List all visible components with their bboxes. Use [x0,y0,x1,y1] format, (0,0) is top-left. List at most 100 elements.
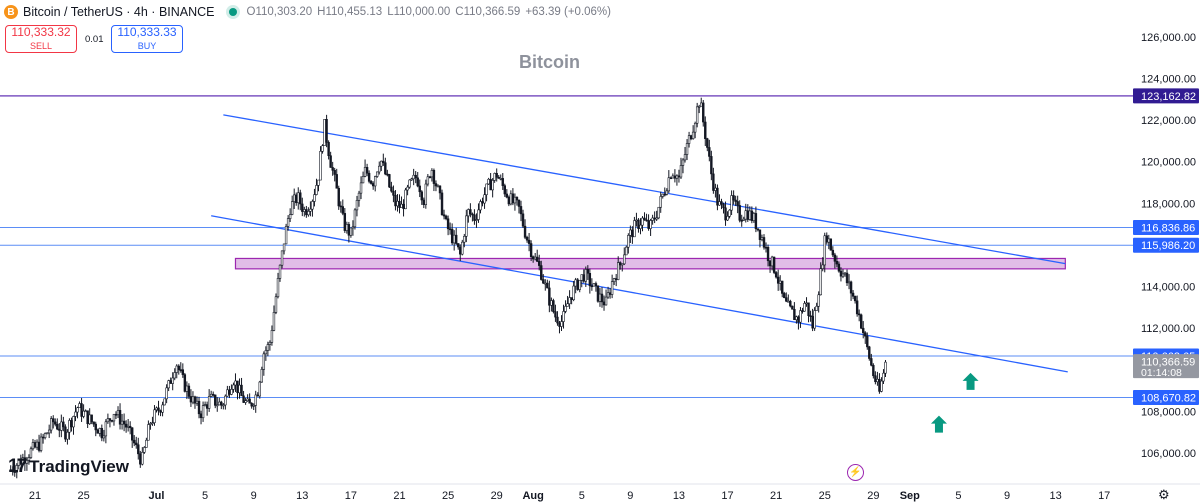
candle-body [489,178,492,191]
candle-body [785,297,788,302]
candle-body [631,229,634,238]
candle-body [212,393,215,396]
candle-body [193,396,197,404]
candle-body [623,254,626,265]
candle-body [31,442,35,450]
candle-body [52,418,55,423]
candle-body [827,238,831,243]
candle-body [724,207,727,221]
candle-body [606,292,610,298]
candle-body [171,377,174,384]
candle-body [122,420,126,425]
gear-icon[interactable]: ⚙ [1158,487,1170,502]
candle-body [481,201,484,204]
candle-body [770,256,774,267]
candle-body [728,209,731,217]
candle-body [744,210,747,220]
candle-body [47,429,51,434]
candle-body [319,151,322,181]
candle-body [461,241,464,255]
price-label-box [1133,354,1199,379]
candle-body [483,194,486,204]
candle-body [189,396,193,403]
x-tick-label: 13 [1049,490,1061,502]
candle-body [43,433,47,438]
candle-body [384,162,387,175]
candle-body [619,262,622,266]
candle-body [639,224,642,229]
candle-body [155,407,158,411]
lightning-icon[interactable]: ⚡ [847,464,864,481]
candle-body [866,335,869,348]
candle-body [418,185,421,193]
candle-body [270,330,274,343]
candle-body [120,420,124,425]
arrow-markers [930,372,979,433]
ohlc-c-label: C [455,6,464,18]
candle-body [222,404,225,407]
candle-body [819,268,822,296]
candle-body [266,344,270,351]
candle-body [454,234,458,244]
price-axis[interactable]: 106,000.00108,000.00110,000.00112,000.00… [1133,0,1200,504]
candle-body [382,160,385,164]
candle-body [25,460,29,464]
candle-body [732,195,735,201]
candle-body [365,167,369,174]
candle-body [412,174,415,180]
candle-body [685,143,689,155]
candle-body [722,203,725,209]
time-axis[interactable]: 21 25 Jul 5 9 13 17 21 25 29 Aug 5 9 13 17 21 25 29 Sep 5 9 1… [0,483,1200,502]
candle-body [432,170,436,184]
candle-body [268,342,272,345]
candle-body [341,206,344,214]
candle-body [161,404,164,413]
x-tick-label: 17 [721,490,733,502]
candle-body [665,190,669,195]
candle-body [106,418,110,423]
candle-body [64,426,67,440]
candle-body [58,428,61,431]
candle-body [376,171,379,177]
buy-button[interactable]: 110,333.33 BUY [111,25,183,53]
candle-body [66,431,69,440]
candle-body [801,310,804,312]
candle-body [720,201,723,205]
symbol-header[interactable]: B Bitcoin / TetherUS · 4h · BINANCE O110… [4,3,611,21]
candle-body [386,173,389,176]
candle-body [149,423,152,425]
candle-body [118,410,122,425]
tradingview-logo[interactable]: 17 TradingView [8,456,129,478]
candle-body [499,178,502,180]
candle-body [805,302,808,305]
candle-body [143,447,146,453]
y-tick-label: 112,000.00 [1141,323,1195,335]
candle-body [448,228,452,231]
trendline-2 [211,215,1068,373]
candle-body [463,235,466,243]
candle-body [280,250,284,266]
candle-body [86,410,89,425]
candle-body [27,457,31,461]
candle-body [274,296,278,313]
candle-body [278,264,282,279]
candle-body [228,389,231,395]
candle-body [41,436,45,439]
candle-body [191,396,195,403]
candle-body [758,229,762,240]
candle-body [297,192,300,204]
candle-body [679,165,683,178]
candle-body [718,201,721,206]
candle-body [288,214,292,219]
candle-body [135,442,138,446]
candle-body [748,210,752,220]
sell-button[interactable]: 110,333.32 SELL [5,25,77,53]
candle-body [540,265,543,280]
candle-body [702,102,705,123]
symbol-title[interactable]: Bitcoin / TetherUS · 4h · BINANCE [23,5,215,19]
candle-body [367,172,371,182]
candle-body [394,194,397,207]
candle-body [762,237,766,248]
candle-body [108,418,112,421]
